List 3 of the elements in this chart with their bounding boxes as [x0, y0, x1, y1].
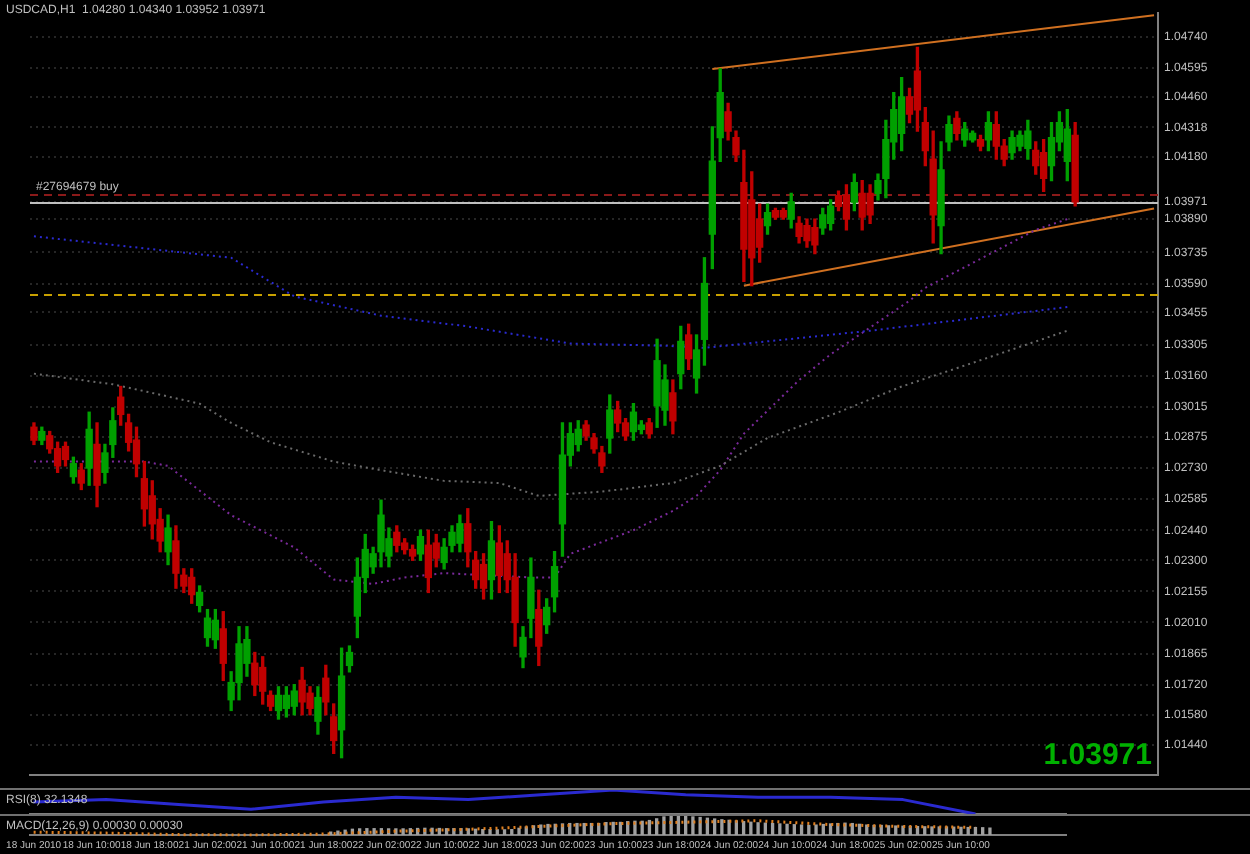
annotation: 1.03971 [1043, 738, 1152, 773]
line-series [32, 329, 1069, 497]
line-series [32, 235, 1069, 349]
